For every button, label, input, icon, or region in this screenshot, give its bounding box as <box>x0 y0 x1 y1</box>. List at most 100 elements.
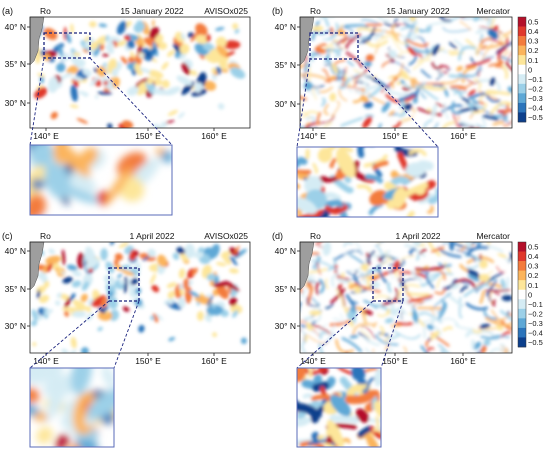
axes-frame <box>29 241 251 354</box>
filament <box>453 39 464 50</box>
vorticity-field <box>300 17 512 128</box>
eddy-blob <box>134 287 142 295</box>
eddy-blob <box>314 47 327 54</box>
lat-label: 40° N <box>275 246 296 256</box>
eddy-blob <box>105 261 115 274</box>
colorbar-tick-label: −0.1 <box>528 300 543 309</box>
filament <box>442 279 456 291</box>
filament <box>473 78 482 90</box>
eddy-blob <box>212 303 216 309</box>
eddy-blob <box>30 145 54 167</box>
filament <box>324 199 343 208</box>
axes-frame <box>299 241 513 354</box>
filament <box>465 264 479 269</box>
filament <box>409 248 417 256</box>
eddy-blob <box>317 147 333 163</box>
eddy-blob <box>114 253 123 261</box>
eddy-blob <box>425 26 431 33</box>
eddy-blob <box>51 43 65 54</box>
eddy-blob <box>124 35 131 41</box>
colorbar-tick-label: 0.2 <box>528 46 538 55</box>
filament <box>419 312 442 323</box>
eddy-blob <box>54 268 60 272</box>
eddy-blob <box>388 110 395 116</box>
filament <box>358 85 379 91</box>
lat-label: 30° N <box>5 321 26 331</box>
colorbar-segment <box>518 308 526 319</box>
eddy-blob <box>62 276 73 284</box>
filament <box>318 343 324 353</box>
filament <box>478 90 500 101</box>
filament <box>367 250 375 264</box>
panel-letter: (c) <box>2 231 13 241</box>
filament <box>502 30 512 36</box>
filament <box>353 283 381 293</box>
eddy-blob <box>77 252 85 269</box>
eddy-blob <box>233 245 240 254</box>
filament <box>415 53 423 59</box>
eddy-blob <box>327 419 344 447</box>
eddy-blob <box>146 77 154 85</box>
filament <box>480 44 487 50</box>
colorbar-segment <box>518 261 526 271</box>
filament <box>404 244 426 258</box>
zoom-inset <box>30 145 172 215</box>
lat-label: 35° N <box>5 284 26 294</box>
filament <box>401 307 408 315</box>
eddy-blob <box>507 86 512 94</box>
eddy-blob <box>114 43 118 48</box>
eddy-blob <box>473 341 482 350</box>
land-japan <box>299 241 315 291</box>
eddy-blob <box>71 57 83 67</box>
filament <box>311 324 331 335</box>
filament <box>438 318 460 328</box>
filament <box>345 273 364 281</box>
filament <box>442 326 453 332</box>
eddy-blob <box>150 273 157 285</box>
eddy-blob <box>56 292 62 299</box>
eddy-blob <box>467 89 476 97</box>
colorbar-tick-label: 0.2 <box>528 271 538 280</box>
eddy-blob <box>362 116 373 128</box>
eddy-blob <box>297 197 317 215</box>
eddy-blob <box>77 147 99 169</box>
eddy-blob <box>82 68 92 77</box>
eddy-blob <box>180 253 189 262</box>
eddy-blob <box>232 23 239 30</box>
filament <box>322 38 338 52</box>
filament <box>485 317 512 327</box>
filament <box>412 314 436 324</box>
filament <box>495 265 505 273</box>
filament <box>446 292 465 307</box>
eddy-blob <box>107 123 113 128</box>
filament <box>465 58 491 69</box>
filament <box>347 256 369 272</box>
eddy-blob <box>215 261 227 267</box>
eddy-blob <box>426 324 434 330</box>
eddy-blob <box>410 77 416 89</box>
eddy-blob <box>195 23 208 37</box>
eddy-blob <box>152 19 155 27</box>
eddy-blob <box>122 306 130 312</box>
eddy-blob <box>69 104 79 109</box>
filament <box>482 114 499 121</box>
eddy-blob <box>365 54 375 62</box>
eddy-blob <box>176 75 193 86</box>
eddy-blob <box>487 28 499 40</box>
eddy-blob <box>221 69 229 73</box>
filament <box>463 282 489 298</box>
eddy-blob <box>392 187 407 209</box>
eddy-blob <box>206 273 216 281</box>
eddy-blob <box>152 313 159 323</box>
filament <box>449 51 465 56</box>
eddy-blob <box>86 387 114 420</box>
filament <box>391 24 400 41</box>
eddy-blob <box>105 34 109 42</box>
eddy-blob <box>111 68 119 77</box>
filament <box>331 101 340 118</box>
colorbar-segment <box>518 55 526 66</box>
eddy-blob <box>39 294 50 303</box>
filament <box>350 283 376 294</box>
filament <box>381 60 392 68</box>
eddy-blob <box>193 251 204 259</box>
